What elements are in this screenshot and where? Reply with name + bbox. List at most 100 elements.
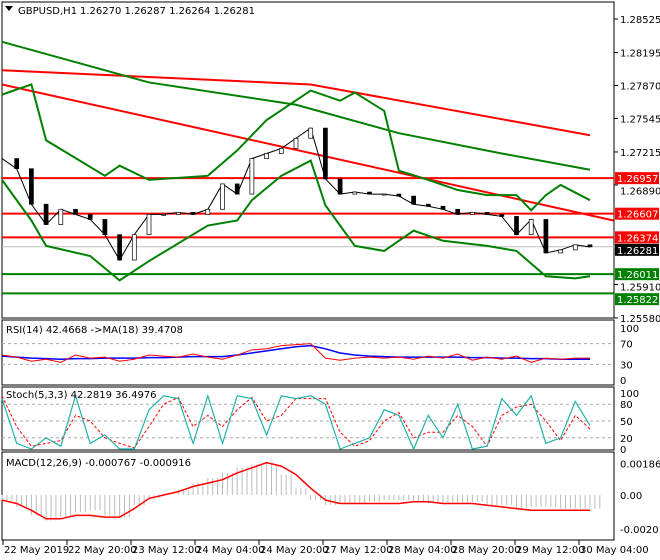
candle [352, 191, 358, 195]
candle [543, 219, 549, 254]
candle [29, 168, 34, 205]
candle [220, 183, 225, 210]
candle [558, 249, 563, 254]
candle [43, 203, 49, 225]
candle [205, 208, 211, 215]
pane-frame-0 [1, 1, 615, 319]
rsi-ma-line [1, 344, 590, 360]
candle [470, 212, 475, 215]
level-tag-label: 1.26607 [617, 210, 658, 221]
bollinger-lower [1, 159, 591, 282]
candle [14, 158, 20, 170]
candle [58, 208, 64, 225]
level-tag [615, 172, 659, 185]
time-axis-label: 30 May 04:00 [580, 545, 649, 556]
ohlc-values: 1.26270 1.26287 1.26264 1.26281 [80, 6, 255, 17]
candle [323, 127, 328, 180]
stoch-main-line [1, 393, 591, 451]
stoch-signal-line [1, 395, 591, 449]
time-axis-label: 28 May 04:00 [388, 545, 457, 556]
rsi-axis-label: 30 [620, 360, 633, 371]
candle [484, 212, 490, 215]
macd-axis-label: -0.002011 [620, 525, 660, 536]
stoch-axis-label: 0 [620, 445, 626, 456]
pane-frame-2 [1, 386, 615, 451]
time-axis-label: 24 May 04:00 [196, 545, 265, 556]
candle [381, 193, 387, 196]
candle [117, 234, 122, 261]
macd-label: MACD(12,26,9) -0.000767 -0.000916 [6, 458, 191, 469]
candle [411, 195, 416, 205]
level-tag [615, 293, 659, 306]
price-axis-label: 1.27215 [620, 148, 660, 159]
rsi-axis-label: 0 [620, 376, 626, 387]
slow-ma-line [1, 40, 591, 171]
price-axis-label: 1.27870 [620, 81, 660, 92]
collapse-triangle-icon[interactable] [5, 6, 13, 11]
candle [161, 214, 167, 216]
stoch-axis-label: 80 [620, 400, 633, 411]
price-axis-label: 1.25910 [620, 283, 660, 294]
candle [293, 137, 299, 149]
candle [249, 158, 255, 195]
rsi-label: RSI(14) 42.4668 ->MA(18) 39.4708 [6, 325, 183, 336]
candle [73, 208, 78, 215]
bollinger-upper [1, 83, 591, 212]
candle [514, 216, 519, 236]
price-axis-label: 1.28525 [620, 15, 660, 26]
candle [572, 244, 578, 251]
candle [337, 178, 343, 195]
time-axis-label: 27 May 12:00 [324, 545, 393, 556]
candle [528, 219, 534, 236]
candle [308, 127, 314, 139]
macd-axis-label: 0.00 [620, 491, 642, 502]
candle [367, 191, 372, 195]
candle [425, 203, 431, 207]
level-tag-label: 1.26374 [617, 233, 658, 244]
time-axis-label: 28 May 20:00 [452, 545, 521, 556]
macd-axis-label: 0.001861 [620, 459, 660, 470]
time-axis-label: 24 May 20:00 [260, 545, 329, 556]
price-axis-label: 1.25580 [620, 314, 660, 325]
stoch-axis-label: 50 [620, 417, 633, 428]
long-ma-line [1, 69, 591, 137]
candle [264, 153, 269, 159]
candle [87, 214, 93, 220]
level-tag [615, 243, 659, 256]
candle [176, 212, 181, 215]
candle [234, 183, 240, 195]
stoch-axis-label: 100 [620, 389, 639, 400]
candle [587, 244, 593, 248]
candle [131, 234, 137, 261]
trendline [1, 83, 614, 222]
stoch-label: Stoch(5,3,3) 42.2819 36.4976 [6, 390, 157, 401]
time-axis-label: 23 May 12:00 [132, 545, 201, 556]
level-tag [615, 207, 659, 220]
time-axis-label: 22 May 20:00 [68, 545, 137, 556]
level-tag-label: 1.26281 [617, 246, 658, 257]
level-tag-label: 1.26957 [617, 174, 658, 185]
rsi-line [1, 343, 590, 363]
candle [396, 193, 402, 197]
level-tag-label: 1.26011 [617, 270, 658, 281]
candle [499, 214, 505, 217]
level-tag [615, 268, 659, 281]
price-axis-label: 1.27545 [620, 114, 660, 125]
level-tag [615, 231, 659, 244]
rsi-axis-label: 70 [620, 340, 633, 351]
rsi-axis-label: 100 [620, 324, 639, 335]
candle [278, 148, 284, 154]
candle [146, 214, 152, 236]
symbol-label: GBPUSD,H1 [18, 6, 77, 17]
candle [102, 219, 108, 236]
candle [455, 208, 461, 215]
price-axis-label: 1.28195 [620, 48, 660, 59]
level-tag-label: 1.25822 [617, 295, 658, 306]
candle [440, 205, 446, 210]
macd-signal-line [1, 461, 590, 520]
pane-frame-1 [1, 319, 615, 386]
stoch-axis-label: 20 [620, 434, 633, 445]
price-axis-label: 1.26890 [620, 187, 660, 198]
